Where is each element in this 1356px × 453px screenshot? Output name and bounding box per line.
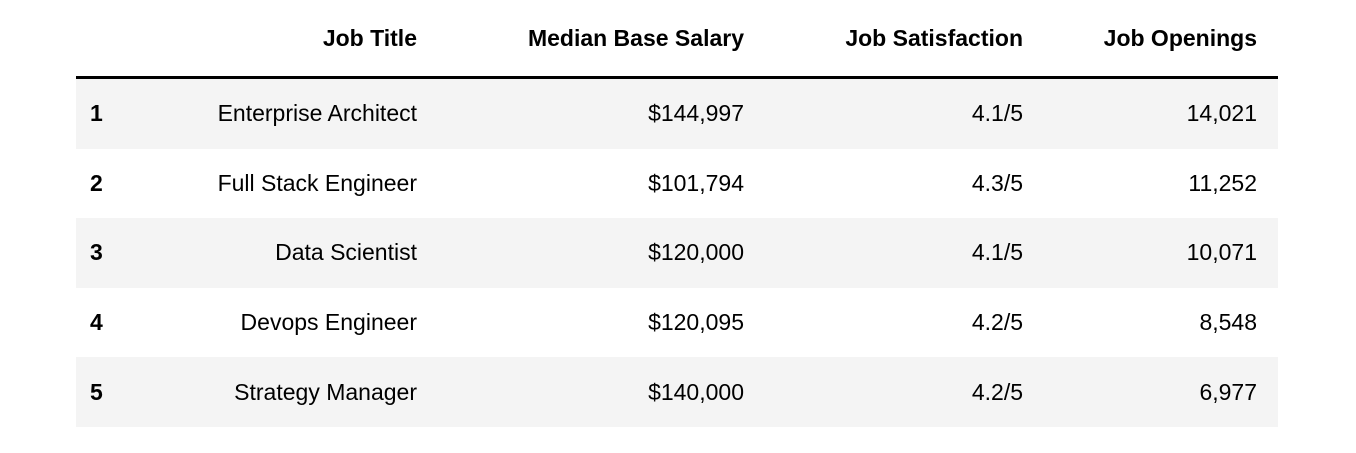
- cell-job-title: Devops Engineer: [240, 309, 417, 336]
- column-header-median-base-salary: Median Base Salary: [438, 0, 765, 79]
- cell-row-number: 3: [90, 239, 103, 266]
- cell-median-base-salary: $120,095: [648, 309, 744, 336]
- table-row: 5 Strategy Manager $140,000 4.2/5 6,977: [76, 357, 1278, 427]
- cell-job-openings: 10,071: [1186, 239, 1257, 266]
- cell-job-title: Enterprise Architect: [217, 100, 417, 127]
- table-row: 3 Data Scientist $120,000 4.1/5 10,071: [76, 218, 1278, 288]
- cell-row-number: 1: [90, 100, 103, 127]
- table-row: 2 Full Stack Engineer $101,794 4.3/5 11,…: [76, 149, 1278, 219]
- header-row: Job Title Median Base Salary Job Satisfa…: [76, 0, 1278, 79]
- cell-median-base-salary: $120,000: [648, 239, 744, 266]
- cell-job-title: Full Stack Engineer: [217, 169, 417, 196]
- cell-row-number: 5: [90, 378, 103, 405]
- cell-job-openings: 14,021: [1186, 100, 1257, 127]
- cell-median-base-salary: $101,794: [648, 169, 744, 196]
- cell-job-satisfaction: 4.1/5: [971, 100, 1023, 127]
- jobs-table: Job Title Median Base Salary Job Satisfa…: [76, 0, 1278, 427]
- cell-row-number: 4: [90, 309, 103, 336]
- cell-job-title: Strategy Manager: [234, 378, 417, 405]
- cell-job-satisfaction: 4.3/5: [971, 169, 1023, 196]
- cell-median-base-salary: $140,000: [648, 378, 744, 405]
- cell-job-title: Data Scientist: [275, 239, 417, 266]
- table-header: Job Title Median Base Salary Job Satisfa…: [76, 0, 1278, 79]
- table-row: 4 Devops Engineer $120,095 4.2/5 8,548: [76, 288, 1278, 358]
- table-row: 1 Enterprise Architect $144,997 4.1/5 14…: [76, 77, 1278, 149]
- column-header-row-number: [76, 0, 136, 79]
- cell-job-satisfaction: 4.2/5: [971, 309, 1023, 336]
- cell-job-openings: 6,977: [1199, 378, 1257, 405]
- cell-job-openings: 8,548: [1199, 309, 1257, 336]
- cell-job-satisfaction: 4.1/5: [971, 239, 1023, 266]
- table-body: 1 Enterprise Architect $144,997 4.1/5 14…: [76, 77, 1278, 427]
- cell-row-number: 2: [90, 169, 103, 196]
- column-header-job-satisfaction: Job Satisfaction: [765, 0, 1044, 79]
- cell-job-openings: 11,252: [1188, 169, 1257, 196]
- column-header-job-title: Job Title: [136, 0, 438, 79]
- cell-median-base-salary: $144,997: [648, 100, 744, 127]
- cell-job-satisfaction: 4.2/5: [971, 378, 1023, 405]
- column-header-job-openings: Job Openings: [1044, 0, 1278, 79]
